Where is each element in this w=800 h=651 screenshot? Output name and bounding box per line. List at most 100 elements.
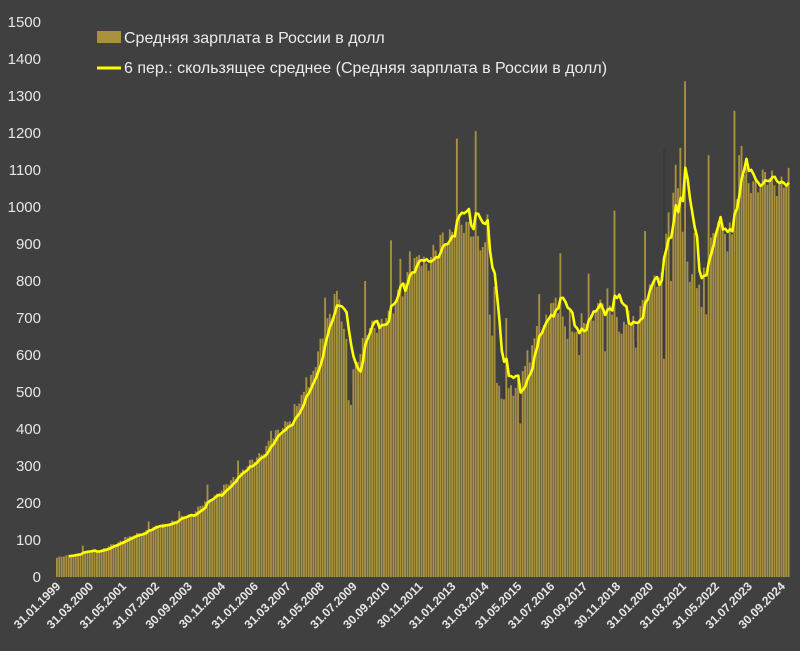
bar — [213, 495, 216, 577]
bar — [72, 555, 75, 577]
bar — [630, 323, 632, 577]
bar — [234, 479, 237, 577]
bar — [714, 238, 717, 578]
legend: Средняя зарплата в России в долл 6 пер.:… — [97, 30, 607, 77]
bar — [498, 385, 501, 577]
bar — [578, 355, 581, 577]
bar — [625, 324, 628, 577]
bar — [608, 305, 611, 577]
bar — [295, 406, 298, 577]
bar — [724, 233, 726, 577]
bar — [439, 234, 442, 577]
bar — [667, 212, 670, 577]
bar — [114, 544, 117, 577]
bar — [568, 308, 571, 577]
bar — [303, 391, 305, 577]
bar — [147, 521, 150, 577]
bar — [326, 318, 329, 577]
bar — [526, 350, 529, 577]
bar — [150, 529, 152, 577]
bar — [641, 299, 644, 577]
bar — [293, 404, 296, 577]
bar — [434, 250, 437, 578]
bar — [613, 210, 616, 577]
bar — [660, 272, 663, 577]
bar — [286, 422, 289, 577]
bar — [223, 484, 225, 577]
bar — [399, 258, 402, 577]
bar — [232, 477, 235, 577]
bar — [510, 385, 512, 577]
bar — [215, 493, 218, 577]
bar-dark-segment — [705, 271, 708, 315]
bar — [585, 323, 588, 577]
bar — [712, 233, 715, 577]
bar — [486, 214, 489, 577]
bar — [453, 238, 456, 578]
bar — [225, 484, 228, 577]
bar — [430, 257, 432, 577]
bar — [406, 272, 409, 577]
bar — [81, 545, 84, 577]
bar — [620, 333, 623, 577]
bar — [394, 303, 397, 577]
bar — [742, 174, 745, 577]
bar — [112, 544, 115, 577]
bar — [787, 167, 790, 577]
bar — [747, 183, 750, 578]
bar — [347, 400, 350, 577]
bar — [135, 532, 138, 577]
bar — [404, 282, 407, 577]
bar — [121, 540, 124, 577]
bar — [670, 281, 672, 577]
bar — [575, 331, 578, 577]
bar — [432, 244, 435, 577]
y-tick-label: 300 — [16, 458, 41, 475]
bar — [493, 286, 496, 577]
bar — [592, 320, 595, 577]
bar — [425, 263, 428, 577]
bar — [105, 547, 108, 577]
bar — [726, 251, 729, 577]
bar — [88, 552, 91, 577]
bar — [611, 314, 614, 577]
bar — [637, 321, 639, 577]
bar — [265, 445, 268, 577]
bar — [157, 526, 160, 577]
bar — [634, 340, 637, 577]
bar — [359, 354, 362, 577]
bar — [206, 484, 209, 577]
moving-average-line — [68, 157, 790, 558]
y-tick-label: 1300 — [8, 88, 41, 105]
bar — [126, 537, 129, 577]
bar — [768, 178, 771, 577]
bar-dark-segment — [502, 381, 506, 400]
bar — [606, 288, 609, 577]
bar — [281, 428, 284, 577]
bar — [627, 310, 630, 577]
bar — [74, 553, 77, 577]
bar — [427, 270, 430, 577]
bar — [333, 293, 336, 577]
bar — [314, 367, 317, 577]
y-tick-label: 600 — [16, 347, 41, 364]
bar — [185, 517, 188, 577]
bar — [138, 533, 141, 577]
bar — [782, 187, 785, 577]
x-axis: 31.01.199931.03.200031.05.200131.07.2002… — [11, 579, 788, 632]
bar — [615, 316, 618, 577]
bar — [110, 544, 112, 577]
bar — [495, 383, 498, 577]
bar — [143, 532, 145, 577]
bar — [582, 322, 585, 577]
bar — [258, 453, 261, 577]
bar — [255, 457, 258, 577]
bar — [260, 454, 263, 577]
bar — [335, 290, 338, 577]
bars-layer — [56, 81, 790, 578]
bar — [95, 551, 98, 577]
bar — [166, 525, 169, 577]
bar — [133, 535, 136, 577]
bar — [738, 155, 741, 577]
